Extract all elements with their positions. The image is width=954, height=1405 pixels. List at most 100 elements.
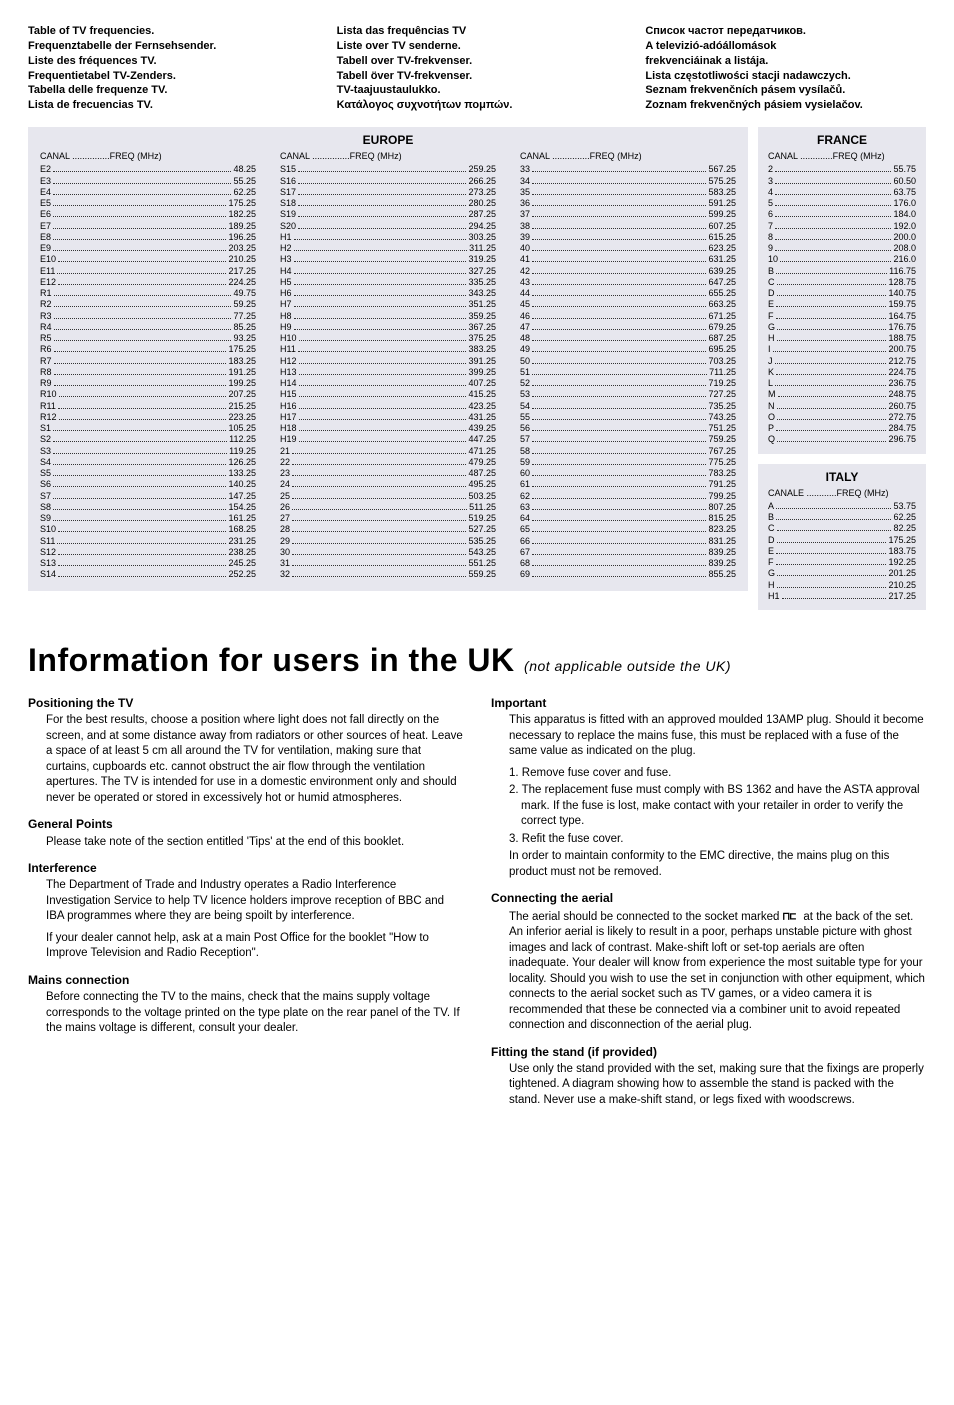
freq-dots [532, 569, 706, 577]
freq-row: 37599.25 [520, 209, 736, 220]
header-line: A televizió-adóállomások [645, 39, 926, 54]
freq-row: H210.25 [768, 580, 916, 591]
freq-channel: S11 [40, 536, 55, 547]
freq-row: S9161.25 [40, 513, 256, 524]
freq-value: 775.25 [708, 457, 736, 468]
freq-value: 266.25 [468, 176, 496, 187]
freq-dots [532, 356, 706, 364]
freq-value: 201.25 [888, 568, 916, 579]
freq-dots [776, 546, 886, 554]
freq-dots [775, 356, 887, 364]
freq-dots [782, 591, 887, 599]
freq-channel: F [768, 557, 774, 568]
freq-row: Q296.75 [768, 434, 916, 445]
freq-value: 182.25 [228, 209, 256, 220]
freq-dots [292, 513, 466, 521]
freq-dots [58, 254, 226, 262]
freq-dots [532, 412, 706, 420]
freq-channel: S7 [40, 491, 51, 502]
header-col-3: Список частот передатчиков.A televizió-a… [645, 24, 926, 113]
freq-channel: 52 [520, 378, 530, 389]
freq-dots [777, 333, 887, 341]
freq-dots [777, 322, 886, 330]
freq-dots [778, 389, 887, 397]
freq-channel: S19 [280, 209, 296, 220]
freq-row: S8154.25 [40, 502, 256, 513]
freq-value: 511.25 [469, 502, 496, 513]
freq-value: 839.25 [708, 547, 736, 558]
freq-channel: 6 [768, 209, 773, 220]
freq-dots [775, 209, 891, 217]
freq-value: 351.25 [468, 299, 496, 310]
freq-row: 40623.25 [520, 243, 736, 254]
freq-value: 175.25 [228, 198, 256, 209]
freq-channel: S3 [40, 446, 51, 457]
freq-dots [294, 322, 467, 330]
important-step-3: 3. Refit the fuse cover. [509, 832, 926, 848]
freq-row: A53.75 [768, 501, 916, 512]
freq-channel: H14 [280, 378, 297, 389]
freq-value: 248.75 [888, 389, 916, 400]
freq-value: 59.25 [233, 299, 256, 310]
freq-row: R259.25 [40, 299, 256, 310]
freq-channel: 28 [280, 524, 290, 535]
frequency-tables: EUROPE CANAL ...............FREQ (MHz)E2… [28, 127, 926, 620]
freq-dots [294, 266, 467, 274]
freq-row: B62.25 [768, 512, 916, 523]
freq-channel: H6 [280, 288, 292, 299]
freq-value: 199.25 [228, 378, 256, 389]
freq-value: 615.25 [708, 232, 736, 243]
freq-header: CANAL ...............FREQ (MHz) [520, 151, 736, 162]
freq-value: 184.0 [893, 209, 916, 220]
freq-channel: 25 [280, 491, 290, 502]
freq-value: 273.25 [468, 187, 496, 198]
freq-row: 43647.25 [520, 277, 736, 288]
header-line: Frequenztabelle der Fernsehsender. [28, 39, 309, 54]
freq-channel: H [768, 580, 775, 591]
freq-channel: S9 [40, 513, 51, 524]
freq-row: E8196.25 [40, 232, 256, 243]
freq-channel: H18 [280, 423, 297, 434]
freq-row: H188.75 [768, 333, 916, 344]
freq-channel: H8 [280, 311, 292, 322]
freq-row: R485.25 [40, 322, 256, 333]
freq-row: P284.75 [768, 423, 916, 434]
freq-value: 535.25 [468, 536, 496, 547]
freq-row: 49695.25 [520, 344, 736, 355]
interference-text-1: The Department of Trade and Industry ope… [46, 878, 463, 925]
freq-channel: H2 [280, 243, 292, 254]
freq-value: 77.25 [233, 311, 256, 322]
freq-value: 223.25 [228, 412, 256, 423]
freq-value: 759.25 [708, 434, 736, 445]
freq-row: M 248.75 [768, 389, 916, 400]
freq-row: E183.75 [768, 546, 916, 557]
freq-channel: H1 [768, 591, 780, 602]
freq-dots [532, 232, 706, 240]
freq-channel: R3 [40, 311, 52, 322]
freq-dots [532, 322, 706, 330]
aerial-text: The aerial should be connected to the so… [509, 909, 926, 1034]
freq-value: 823.25 [708, 524, 736, 535]
freq-row: 60783.25 [520, 468, 736, 479]
freq-channel: 3 [768, 176, 773, 187]
freq-dots [299, 401, 467, 409]
freq-row: D140.75 [768, 288, 916, 299]
freq-channel: 24 [280, 479, 290, 490]
freq-value: 567.25 [708, 164, 736, 175]
europe-column: CANAL ...............FREQ (MHz)33567.253… [520, 151, 736, 581]
freq-value: 367.25 [468, 322, 496, 333]
freq-dots [53, 502, 226, 510]
freq-channel: H5 [280, 277, 292, 288]
freq-dots [59, 389, 227, 397]
freq-value: 679.25 [708, 322, 736, 333]
freq-row: R149.75 [40, 288, 256, 299]
freq-channel: H13 [280, 367, 297, 378]
freq-dots [532, 164, 706, 172]
freq-dots [532, 187, 706, 195]
freq-dots [532, 277, 706, 285]
freq-dots [53, 513, 226, 521]
freq-row: 64815.25 [520, 513, 736, 524]
freq-channel: 32 [280, 569, 290, 580]
freq-value: 207.25 [228, 389, 256, 400]
freq-channel: M [768, 389, 776, 400]
